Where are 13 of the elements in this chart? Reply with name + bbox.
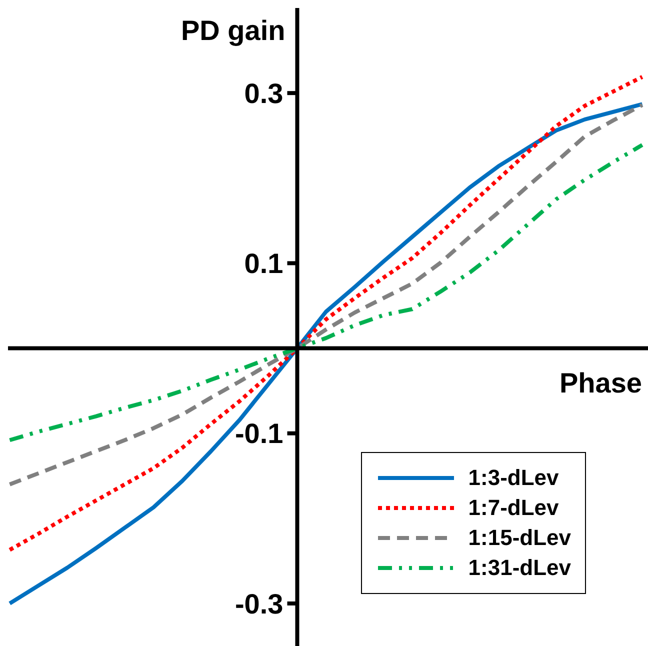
y-tick-label: -0.1 bbox=[234, 418, 284, 450]
x-axis-title: Phase bbox=[560, 367, 642, 398]
y-axis-title: PD gain bbox=[181, 15, 286, 46]
y-tick-label: 0.1 bbox=[244, 248, 284, 279]
line-series bbox=[8, 142, 644, 442]
legend-label: 1:7-dLev bbox=[468, 495, 559, 521]
legend-label: 1:15-dLev bbox=[468, 525, 571, 551]
line-series bbox=[8, 102, 644, 486]
y-tick-label: -0.3 bbox=[234, 588, 284, 620]
legend-label: 1:3-dLev bbox=[468, 465, 559, 491]
y-tick-label: 0.3 bbox=[244, 78, 284, 109]
legend-label: 1:31-dLev bbox=[468, 555, 571, 581]
line-series bbox=[8, 74, 644, 552]
